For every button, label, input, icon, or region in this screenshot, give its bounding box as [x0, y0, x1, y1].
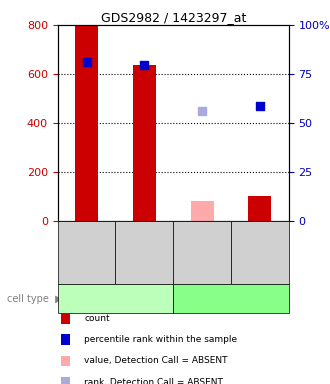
Text: rank, Detection Call = ABSENT: rank, Detection Call = ABSENT — [84, 377, 223, 384]
Text: GSM224735: GSM224735 — [140, 225, 149, 280]
Text: percentile rank within the sample: percentile rank within the sample — [84, 335, 237, 344]
Text: splenic macrophage: splenic macrophage — [73, 294, 158, 303]
Point — [257, 103, 263, 109]
Point — [142, 62, 147, 68]
Text: GSM224733: GSM224733 — [82, 225, 91, 280]
Bar — [75, 25, 98, 221]
Bar — [248, 196, 271, 221]
Text: value, Detection Call = ABSENT: value, Detection Call = ABSENT — [84, 356, 228, 366]
Point — [84, 59, 89, 65]
Text: count: count — [84, 314, 110, 323]
Bar — [191, 201, 214, 221]
Text: GSM224734: GSM224734 — [198, 225, 207, 280]
Bar — [133, 65, 156, 221]
Text: cell type  ▶: cell type ▶ — [7, 293, 62, 304]
Title: GDS2982 / 1423297_at: GDS2982 / 1423297_at — [101, 11, 246, 24]
Point — [199, 108, 205, 114]
Text: GSM224736: GSM224736 — [255, 225, 264, 280]
Text: intestinal macrophage: intestinal macrophage — [184, 294, 278, 303]
